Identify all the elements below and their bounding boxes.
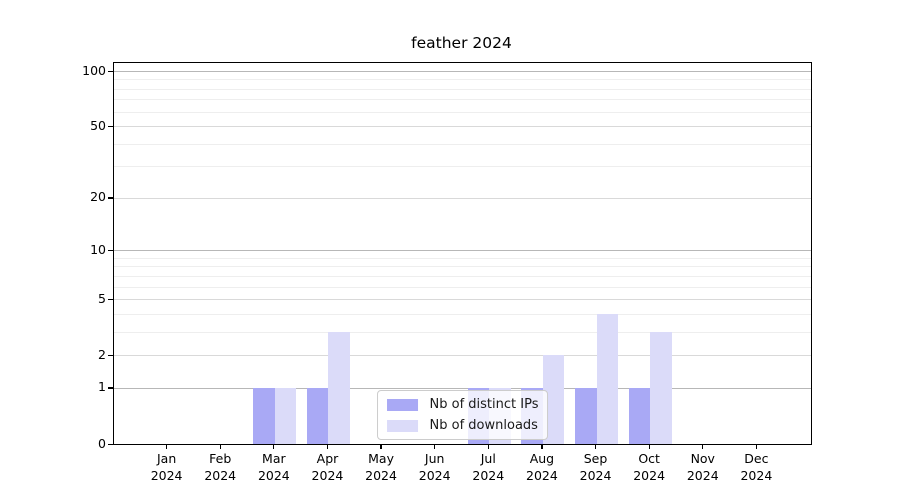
legend-label-downloads: Nb of downloads bbox=[429, 418, 538, 433]
x-tick-label-nov: Nov 2024 bbox=[686, 451, 719, 483]
grid-line-minor-8 bbox=[114, 266, 811, 268]
grid-line-10 bbox=[114, 250, 811, 252]
bar-sep-ips bbox=[575, 387, 597, 444]
x-tick-feb bbox=[219, 444, 221, 449]
x-tick-label-aug: Aug 2024 bbox=[526, 451, 558, 483]
grid-line-minor-6 bbox=[114, 286, 811, 288]
x-tick-label-mar: Mar 2024 bbox=[257, 451, 290, 483]
grid-line-minor-80 bbox=[114, 88, 811, 90]
y-tick-label-10: 10 bbox=[90, 241, 106, 257]
y-tick-50 bbox=[108, 125, 113, 127]
x-tick-jun bbox=[434, 444, 436, 449]
bar-mar-downloads bbox=[274, 387, 297, 444]
legend-item-distinct-ips: Nb of distinct IPs bbox=[386, 397, 539, 412]
x-tick-mar bbox=[273, 444, 275, 449]
bar-oct-downloads bbox=[650, 331, 672, 444]
x-tick-jan bbox=[166, 444, 168, 449]
x-tick-label-jul: Jul 2024 bbox=[472, 451, 505, 483]
x-tick-label-sep: Sep 2024 bbox=[579, 451, 612, 483]
plot-area: Nb of distinct IPs Nb of downloads bbox=[113, 62, 812, 445]
grid-line-minor-7 bbox=[114, 275, 811, 277]
legend-swatch-downloads-icon bbox=[386, 419, 418, 432]
grid-line-minor-30 bbox=[114, 166, 811, 168]
x-tick-label-jun: Jun 2024 bbox=[418, 451, 451, 483]
grid-line-minor-4 bbox=[114, 313, 811, 315]
y-tick-label-0: 0 bbox=[98, 435, 106, 451]
x-tick-label-oct: Oct 2024 bbox=[633, 451, 666, 483]
grid-line-minor-3 bbox=[114, 331, 811, 333]
bar-apr-downloads bbox=[328, 331, 350, 444]
x-tick-sep bbox=[594, 444, 597, 449]
grid-line-1 bbox=[114, 387, 811, 389]
bar-apr-ips bbox=[307, 387, 329, 444]
grid-line-minor-90 bbox=[114, 79, 811, 81]
y-tick-label-100: 100 bbox=[82, 62, 106, 78]
y-tick-20 bbox=[108, 197, 113, 199]
y-tick-5 bbox=[108, 298, 113, 300]
x-tick-may bbox=[380, 444, 382, 449]
grid-line-100 bbox=[114, 71, 811, 72]
grid-line-5 bbox=[114, 299, 811, 301]
y-tick-1 bbox=[108, 387, 113, 389]
bar-mar-ips bbox=[253, 387, 275, 444]
grid-line-minor-60 bbox=[114, 111, 811, 113]
legend-swatch-distinct-ips-icon bbox=[386, 398, 418, 411]
y-tick-label-50: 50 bbox=[90, 117, 106, 133]
x-tick-aug bbox=[541, 444, 543, 449]
grid-line-2 bbox=[114, 355, 811, 357]
y-tick-10 bbox=[108, 249, 113, 251]
y-tick-0 bbox=[108, 443, 113, 445]
chart-title: feather 2024 bbox=[411, 34, 512, 52]
bar-sep-downloads bbox=[596, 313, 618, 444]
y-tick-label-2: 2 bbox=[98, 346, 106, 362]
x-tick-nov bbox=[702, 444, 704, 449]
x-tick-label-jan: Jan 2024 bbox=[150, 451, 183, 483]
x-tick-jul bbox=[487, 444, 489, 449]
y-tick-label-20: 20 bbox=[90, 189, 106, 205]
bar-oct-ips bbox=[628, 387, 651, 444]
grid-line-minor-9 bbox=[114, 257, 811, 259]
x-tick-label-apr: Apr 2024 bbox=[311, 451, 344, 483]
grid-line-minor-40 bbox=[114, 143, 811, 145]
legend-label-distinct-ips: Nb of distinct IPs bbox=[429, 397, 539, 412]
x-tick-dec bbox=[755, 444, 757, 449]
grid-line-50 bbox=[114, 126, 811, 128]
x-tick-apr bbox=[326, 444, 329, 449]
x-tick-label-may: May 2024 bbox=[365, 451, 397, 483]
y-tick-label-5: 5 bbox=[98, 290, 106, 306]
legend: Nb of distinct IPs Nb of downloads bbox=[376, 390, 549, 440]
y-tick-2 bbox=[108, 354, 113, 356]
grid-line-minor-70 bbox=[114, 99, 811, 101]
grid-line-20 bbox=[114, 197, 811, 199]
x-tick-oct bbox=[648, 444, 650, 449]
x-tick-label-dec: Dec 2024 bbox=[740, 451, 773, 483]
x-tick-label-feb: Feb 2024 bbox=[204, 451, 237, 483]
legend-item-downloads: Nb of downloads bbox=[386, 418, 539, 433]
y-tick-label-1: 1 bbox=[98, 379, 106, 395]
y-tick-100 bbox=[108, 70, 113, 72]
